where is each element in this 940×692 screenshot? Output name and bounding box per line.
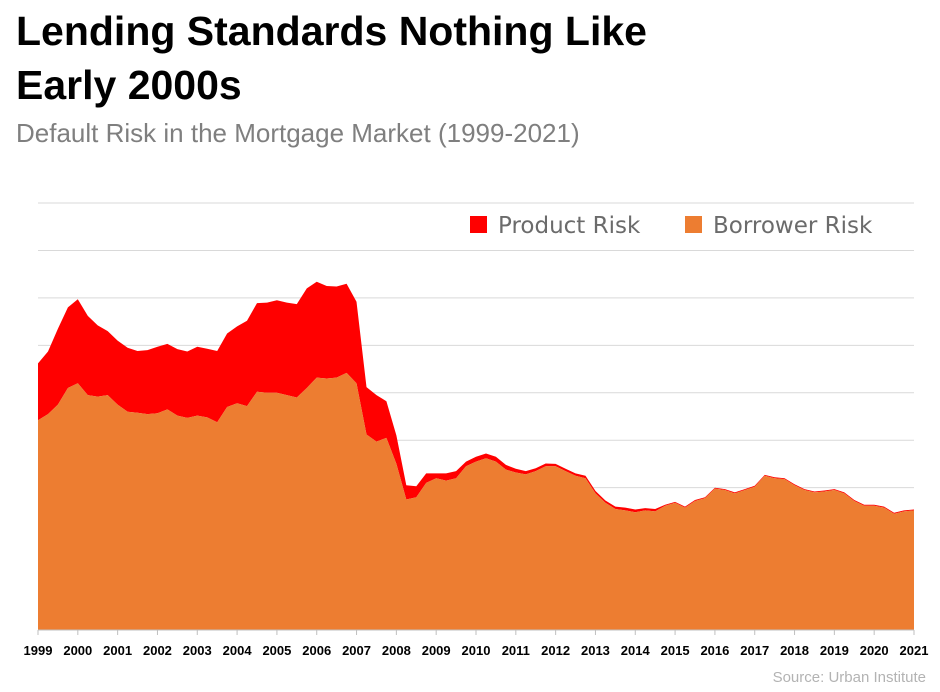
x-tick-label: 2003	[183, 643, 212, 658]
x-tick-label: 2021	[900, 643, 929, 658]
x-tick-label: 2018	[780, 643, 809, 658]
x-tick-label: 2011	[502, 643, 530, 658]
x-tick-label: 2008	[382, 643, 411, 658]
legend-swatch-product-risk	[470, 216, 487, 233]
plot-areas	[38, 281, 914, 631]
x-tick-label: 2005	[262, 643, 291, 658]
x-tick-label: 2017	[740, 643, 769, 658]
x-tick-label: 2015	[661, 643, 690, 658]
legend-label-borrower-risk: Borrower Risk	[713, 213, 873, 239]
title-line-1: Lending Standards Nothing Like	[16, 8, 647, 54]
x-tick-label: 2000	[63, 643, 92, 658]
x-tick-label: 2016	[700, 643, 729, 658]
x-tick-label: 2010	[462, 643, 491, 658]
x-tick-label: 2014	[621, 643, 651, 658]
chart-subtitle: Default Risk in the Mortgage Market (199…	[16, 118, 580, 148]
x-axis-ticks: 1999 2000 2001 2002 2003 2004 2005 2006 2007 2008…	[24, 630, 929, 658]
x-tick-label: 2009	[422, 643, 451, 658]
chart-title: Lending Standards Nothing Like Early 2000…	[16, 4, 916, 112]
x-tick-label: 2020	[860, 643, 889, 658]
x-tick-label: 2019	[820, 643, 849, 658]
x-tick-label: 2007	[342, 643, 371, 658]
x-tick-label: 2002	[143, 643, 172, 658]
legend: Product Risk Borrower Risk	[470, 213, 873, 239]
x-tick-label: 2004	[223, 643, 253, 658]
source-note: Source: Urban Institute	[772, 669, 926, 686]
x-tick-label: 2012	[541, 643, 570, 658]
title-line-2: Early 2000s	[16, 62, 242, 108]
x-tick-label: 2013	[581, 643, 610, 658]
borrower-risk-area	[38, 372, 914, 630]
x-tick-label: 2006	[302, 643, 331, 658]
x-tick-label: 2001	[103, 643, 132, 658]
x-tick-label: 1999	[24, 643, 53, 658]
legend-swatch-borrower-risk	[685, 216, 702, 233]
product-risk-area	[38, 281, 914, 514]
legend-label-product-risk: Product Risk	[498, 213, 641, 239]
